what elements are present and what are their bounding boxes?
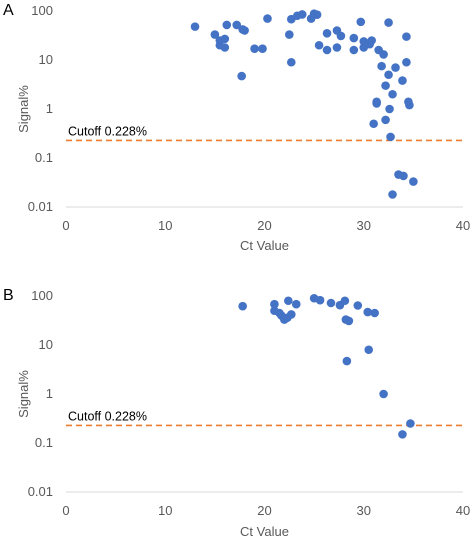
y-tick-label: 100 [31, 3, 53, 18]
data-point [406, 419, 415, 428]
data-point [384, 18, 393, 27]
data-point [222, 20, 232, 30]
data-point [258, 44, 267, 54]
data-point [312, 10, 322, 20]
data-point [369, 119, 378, 129]
y-axis-label: Signal% [16, 85, 31, 133]
data-point [336, 31, 346, 41]
data-point [263, 14, 272, 23]
data-point [314, 40, 324, 50]
data-point [284, 296, 293, 306]
y-tick-label: 1 [46, 386, 53, 401]
data-point [384, 70, 393, 80]
data-point [385, 104, 394, 114]
data-point [364, 345, 374, 355]
data-point [326, 298, 336, 308]
y-tick-label: 0.1 [35, 150, 53, 165]
y-tick-label: 0.01 [28, 484, 53, 499]
data-point [379, 389, 388, 399]
data-point [210, 30, 220, 39]
y-axis-label: Signal% [16, 370, 31, 418]
cutoff-label: Cutoff 0.228% [68, 409, 147, 423]
data-point [286, 310, 296, 319]
x-tick-label: 10 [158, 218, 172, 233]
data-point [270, 299, 279, 309]
data-point [388, 89, 397, 99]
data-point [332, 43, 342, 52]
y-tick-label: 0.01 [28, 199, 53, 214]
data-point [372, 99, 381, 108]
data-point [322, 45, 332, 55]
x-axis-label: Ct Value [240, 238, 289, 253]
data-point [220, 43, 230, 52]
data-point [370, 308, 379, 318]
x-tick-label: 40 [456, 503, 470, 518]
data-point [315, 295, 325, 305]
data-point [409, 177, 418, 186]
data-point [386, 132, 395, 142]
data-point [344, 316, 354, 326]
y-tick-label: 100 [31, 288, 53, 303]
data-point [405, 100, 414, 110]
data-point [250, 44, 259, 54]
data-point [377, 61, 386, 71]
cutoff-label: Cutoff 0.228% [68, 124, 147, 138]
data-point [291, 299, 301, 309]
y-tick-label: 10 [39, 52, 53, 67]
data-point [398, 430, 407, 439]
data-point [286, 57, 296, 67]
data-point [381, 115, 390, 125]
data-point [349, 33, 359, 43]
data-point [220, 34, 230, 44]
x-tick-label: 30 [357, 503, 371, 518]
y-tick-label: 1 [46, 101, 53, 116]
x-tick-label: 40 [456, 218, 470, 233]
data-point [340, 296, 350, 306]
data-point [388, 190, 397, 199]
x-tick-label: 20 [257, 218, 271, 233]
x-tick-label: 30 [357, 218, 371, 233]
data-point [402, 57, 411, 67]
y-tick-label: 0.1 [35, 435, 53, 450]
data-point [353, 301, 363, 310]
x-tick-label: 0 [62, 503, 69, 518]
data-point [342, 356, 352, 366]
data-point [379, 50, 388, 59]
data-point [363, 307, 373, 317]
data-point [391, 63, 400, 72]
data-point [367, 36, 376, 45]
data-point [190, 22, 200, 31]
data-point [381, 81, 390, 90]
panel-letter-a: A [3, 2, 14, 19]
x-axis-label: Ct Value [240, 524, 289, 539]
panel-letter-b: B [3, 287, 14, 304]
data-point [399, 171, 408, 181]
x-tick-label: 0 [62, 218, 69, 233]
data-point [356, 17, 366, 27]
data-point [297, 10, 307, 19]
x-tick-label: 10 [158, 503, 172, 518]
data-point [232, 20, 242, 30]
data-point [240, 26, 249, 35]
y-tick-label: 10 [39, 337, 53, 352]
data-point [238, 301, 247, 311]
data-point [349, 45, 359, 55]
data-point [398, 76, 407, 85]
data-point [285, 30, 294, 39]
data-point [322, 29, 332, 38]
x-tick-label: 20 [257, 503, 271, 518]
data-point [402, 32, 411, 41]
data-point [237, 71, 246, 81]
